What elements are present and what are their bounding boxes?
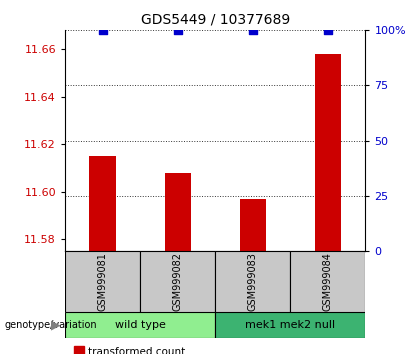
Text: GSM999084: GSM999084: [323, 252, 333, 311]
Text: GSM999081: GSM999081: [97, 252, 108, 311]
Bar: [140, 251, 215, 312]
Bar: [215, 312, 365, 338]
Bar: [89, 156, 116, 251]
Text: genotype/variation: genotype/variation: [4, 320, 97, 330]
Bar: [215, 251, 290, 312]
Text: wild type: wild type: [115, 320, 165, 330]
Text: GSM999083: GSM999083: [248, 252, 258, 311]
Text: GSM999082: GSM999082: [173, 252, 183, 311]
Bar: [65, 251, 140, 312]
Text: transformed count: transformed count: [88, 347, 186, 354]
Bar: [315, 54, 341, 251]
Bar: [240, 199, 266, 251]
Point: [249, 27, 256, 33]
Point: [174, 27, 181, 33]
Text: ▶: ▶: [51, 318, 61, 331]
Point: [325, 27, 331, 33]
Bar: [165, 173, 191, 251]
Bar: [290, 251, 365, 312]
Point: [99, 27, 106, 33]
Bar: [65, 312, 215, 338]
Text: mek1 mek2 null: mek1 mek2 null: [245, 320, 336, 330]
Title: GDS5449 / 10377689: GDS5449 / 10377689: [141, 12, 290, 26]
